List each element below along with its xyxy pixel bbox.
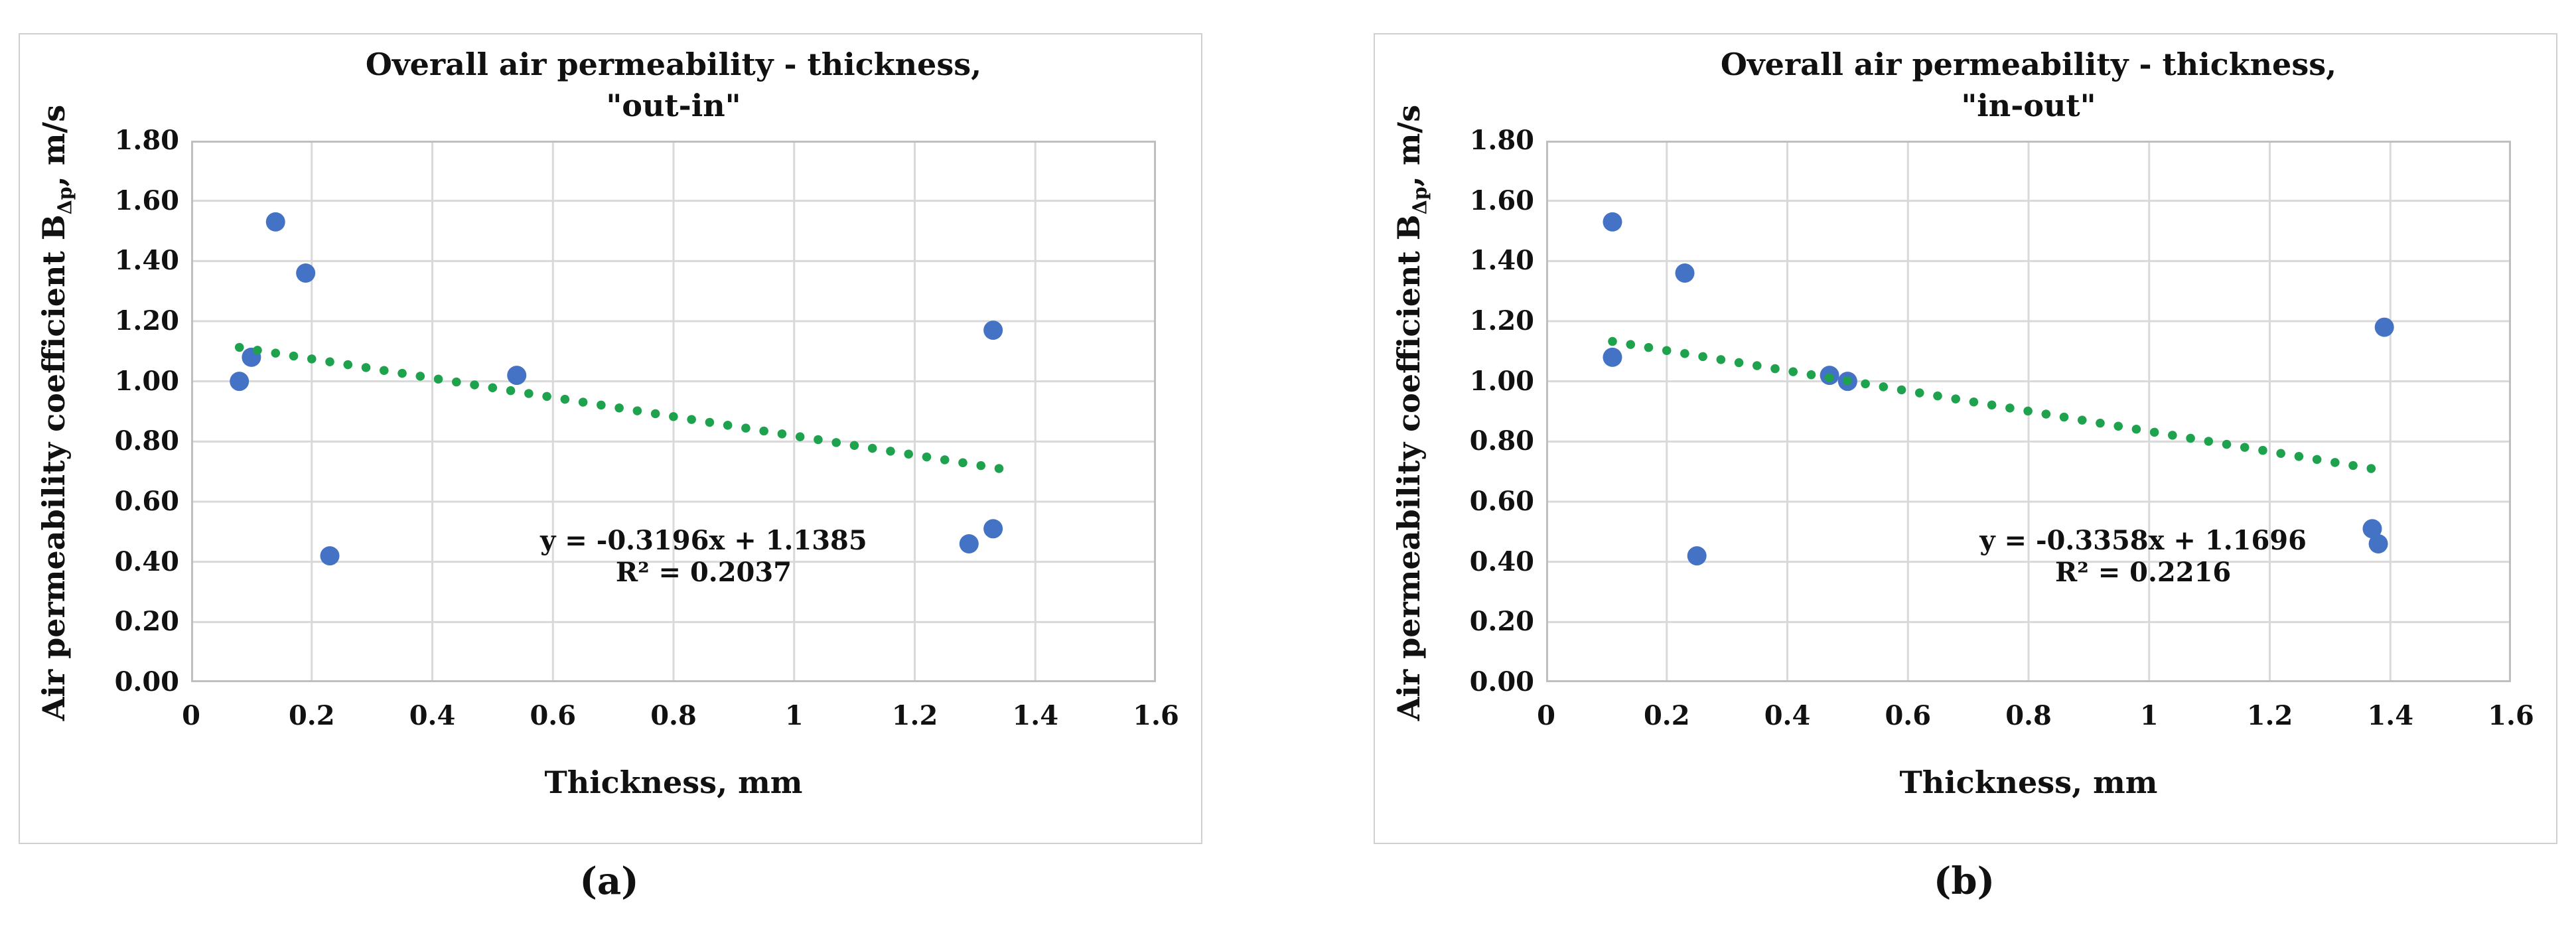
data-point [1603,212,1622,232]
x-tick-label: 0.2 [1643,700,1690,731]
x-tick-label: 1.2 [891,700,938,731]
chart-panel-b: Overall air permeability - thickness, "i… [1374,33,2557,844]
x-axis-title: Thickness, mm [544,764,803,800]
x-axis-title: Thickness, mm [1899,764,2158,800]
caption-a: (a) [579,859,639,903]
chart-title-line1: Overall air permeability - thickness, [365,46,982,82]
y-tick-label: 0.00 [1469,666,1534,697]
data-point [959,534,979,553]
x-tick-label: 0.6 [1885,700,1932,731]
x-tick-label: 1.6 [2488,700,2534,731]
data-point [1603,347,1622,367]
x-tick-label: 0.6 [530,700,577,731]
data-point [296,263,316,283]
chart-title-line2: "out-in" [606,88,741,123]
y-tick-label: 0.60 [1469,486,1534,517]
y-tick-label: 1.80 [1469,125,1534,156]
x-tick-label: 1.2 [2246,700,2293,731]
caption-b: (b) [1933,859,1995,903]
y-axis-title-text: Air permeability coefficient B [1390,214,1427,721]
chart-panel-a: Overall air permeability - thickness, "o… [19,33,1202,844]
plot-border [191,141,1156,682]
x-tick-label: 0.8 [650,700,697,731]
data-point [230,372,250,392]
trendline [234,342,1004,473]
x-tick-label: 1 [784,700,804,731]
data-point [2368,534,2388,553]
trendline-equation: y = -0.3196x + 1.1385 [540,524,867,556]
data-point [1675,263,1695,283]
data-point [2362,519,2382,539]
x-tick-label: 0.8 [2005,700,2052,731]
data-point [2374,317,2394,337]
r-squared-label: R² = 0.2216 [2055,556,2232,588]
y-tick-label: 0.20 [114,606,179,638]
x-tick-label: 0 [1537,700,1555,731]
y-tick-label: 0.60 [114,486,179,517]
x-tick-label: 0.4 [1764,700,1811,731]
y-tick-label: 1.60 [1469,184,1534,216]
trendline-equation: y = -0.3358x + 1.1696 [1979,524,2307,556]
x-tick-label: 0 [182,700,200,731]
data-point [507,366,527,386]
plot-border [1546,141,2511,682]
y-tick-label: 1.20 [1469,305,1534,336]
x-tick-label: 1.4 [1012,700,1059,731]
scatter-plot [1546,141,2511,682]
x-tick-label: 1.4 [2367,700,2414,731]
y-tick-label: 1.80 [114,125,179,156]
x-tick-label: 0.4 [409,700,456,731]
x-tick-label: 1 [2139,700,2159,731]
y-axis-title-text: Air permeability coefficient B [35,214,72,721]
data-point [320,546,340,566]
data-point [1687,546,1707,566]
y-tick-label: 0.00 [114,666,179,697]
y-tick-label: 1.00 [1469,365,1534,397]
r-squared-label: R² = 0.2037 [615,556,792,588]
chart-title: Overall air permeability - thickness, "i… [1546,44,2511,126]
y-tick-label: 0.20 [1469,606,1534,638]
x-tick-label: 1.6 [1133,700,1179,731]
trendline [1608,336,2389,476]
y-tick-label: 1.40 [114,245,179,277]
y-tick-label: 0.40 [1469,545,1534,577]
data-point [983,321,1003,340]
data-point [265,212,285,232]
y-tick-label: 0.80 [1469,425,1534,457]
y-tick-label: 1.00 [114,365,179,397]
y-tick-label: 1.60 [114,184,179,216]
y-tick-label: 0.40 [114,545,179,577]
chart-title-line1: Overall air permeability - thickness, [1720,46,2337,82]
y-tick-label: 1.40 [1469,245,1534,277]
x-tick-label: 0.2 [288,700,335,731]
chart-title-line2: "in-out" [1961,88,2096,123]
y-tick-label: 0.80 [114,425,179,457]
scatter-plot [191,141,1156,682]
y-tick-label: 1.20 [114,305,179,336]
data-point [983,519,1003,539]
chart-title: Overall air permeability - thickness, "o… [191,44,1156,126]
